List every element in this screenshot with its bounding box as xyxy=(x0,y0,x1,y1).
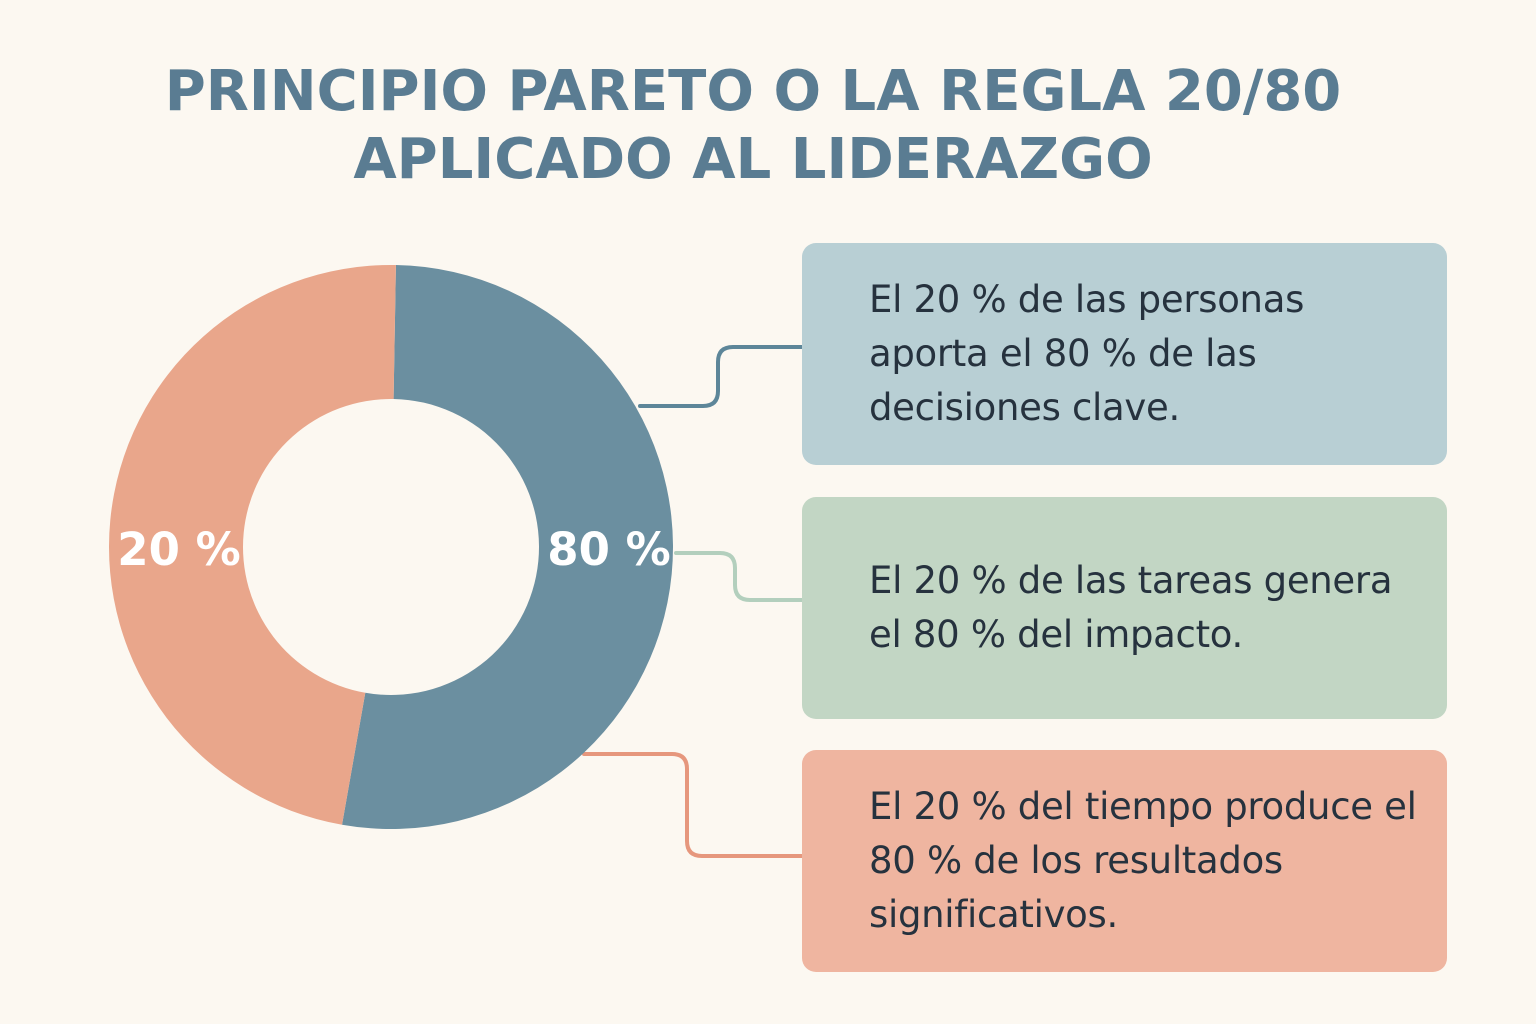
card-tareas: El 20 % de las tareas genera el 80 % del… xyxy=(802,497,1447,719)
title-line-2: APLICADO AL LIDERAZGO xyxy=(353,127,1153,192)
slice-label-80: 80 % xyxy=(547,523,670,576)
card-tiempo-text: El 20 % del tiempo produce el 80 % de lo… xyxy=(869,785,1417,936)
donut-slice-20 xyxy=(109,265,396,825)
slice-label-20: 20 % xyxy=(117,523,240,576)
card-tiempo: El 20 % del tiempo produce el 80 % de lo… xyxy=(802,750,1447,972)
page-title: PRINCIPIO PARETO O LA REGLA 20/80 APLICA… xyxy=(0,58,1506,194)
card-tareas-text: El 20 % de las tareas genera el 80 % del… xyxy=(869,559,1393,656)
title-line-1: PRINCIPIO PARETO O LA REGLA 20/80 xyxy=(164,59,1342,124)
connector-line-1 xyxy=(638,345,804,408)
connector-line-2 xyxy=(674,551,804,602)
card-personas: El 20 % de las personas aporta el 80 % d… xyxy=(802,243,1447,465)
donut-slice-80 xyxy=(342,265,674,830)
card-personas-text: El 20 % de las personas aporta el 80 % d… xyxy=(869,278,1305,429)
connector-line-3 xyxy=(582,752,804,858)
